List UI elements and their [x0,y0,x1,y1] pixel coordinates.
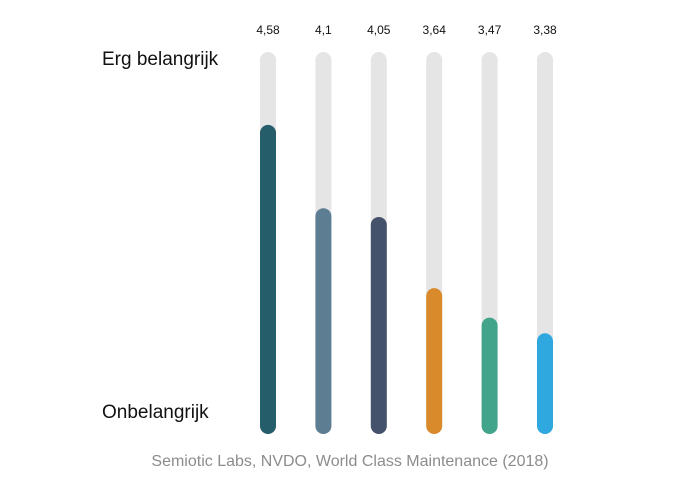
source-caption: Semiotic Labs, NVDO, World Class Mainten… [151,453,549,470]
bar-group-2: 4,1 [315,23,332,434]
bar-2 [315,208,332,434]
y-top-label: Erg belangrijk [102,49,219,70]
bar-group-6: 3,38 [533,23,557,434]
bar-3 [370,216,387,434]
value-label-6: 3,38 [533,23,557,37]
value-label-2: 4,1 [315,23,332,37]
bar-group-1: 4,58 [256,23,280,434]
value-label-4: 3,64 [423,23,447,37]
bar-5 [481,317,498,434]
bar-group-4: 3,64 [423,23,447,434]
value-label-3: 4,05 [367,23,391,37]
bar-group-5: 3,47 [478,23,502,434]
bar-1 [260,124,276,434]
y-bottom-label: Onbelangrijk [102,402,209,423]
value-label-5: 3,47 [478,23,502,37]
bar-6 [537,333,553,434]
bar-4 [426,288,443,434]
value-label-1: 4,58 [256,23,280,37]
bar-group-3: 4,05 [367,23,391,434]
bar-chart: 4,58 4,1 4,05 3,64 3,47 3,38 [256,23,557,434]
